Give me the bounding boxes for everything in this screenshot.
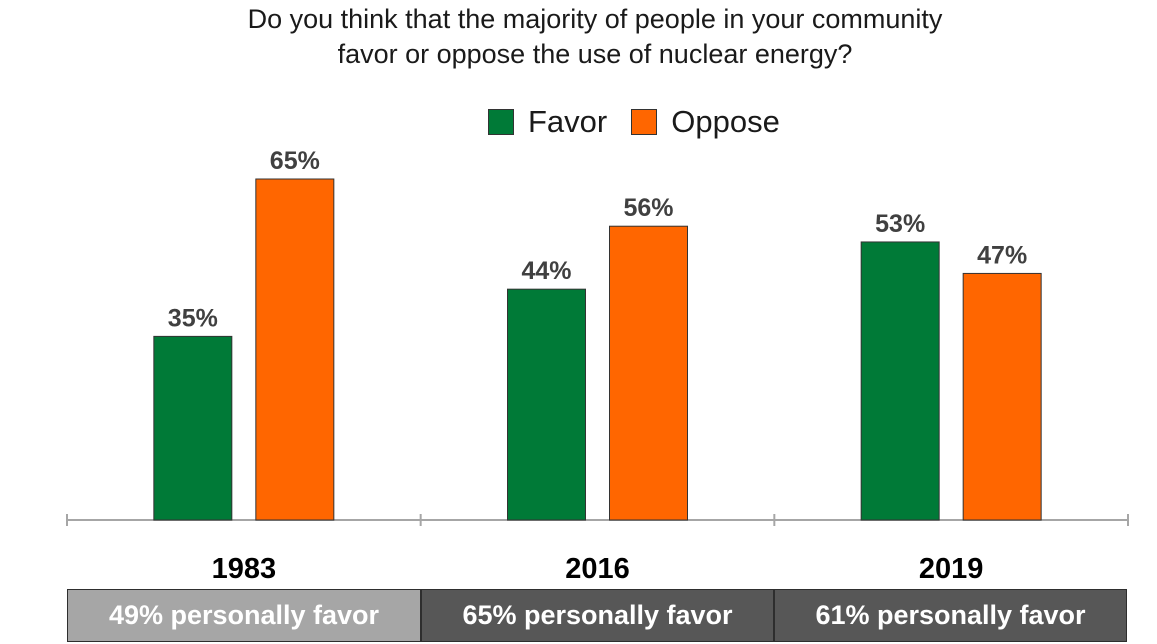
x-tick-label-2019: 2019	[919, 553, 984, 585]
footer-cell-2016: 65% personally favor	[421, 589, 774, 642]
legend-swatch-favor	[488, 109, 514, 135]
data-label-oppose-1983: 65%	[270, 147, 320, 175]
legend-item-favor: Favor	[488, 104, 607, 140]
bar-chart: 35% 65% 1983 44% 56% 2016 53% 47% 2019	[66, 147, 1129, 585]
data-label-oppose-2019: 47%	[977, 241, 1027, 269]
legend-swatch-oppose	[631, 109, 658, 135]
bar-oppose-2019	[962, 272, 1042, 521]
legend: Favor Oppose	[488, 104, 804, 140]
personally-favor-footer: 49% personally favor 65% personally favo…	[67, 589, 1127, 642]
x-tick-label-2016: 2016	[565, 553, 630, 585]
chart-title-line-2: favor or oppose the use of nuclear energ…	[337, 39, 853, 69]
data-label-favor-2019: 53%	[875, 210, 925, 238]
bar-oppose-1983	[255, 178, 335, 521]
x-tick-label-1983: 1983	[212, 553, 277, 585]
data-label-oppose-2016: 56%	[623, 194, 673, 222]
bar-oppose-2016	[609, 225, 688, 521]
bar-favor-1983	[153, 335, 233, 521]
legend-label-oppose: Oppose	[671, 104, 780, 139]
data-label-favor-1983: 35%	[168, 304, 218, 332]
legend-label-favor: Favor	[528, 104, 608, 139]
legend-item-oppose: Oppose	[631, 104, 780, 140]
chart-title-line-1: Do you think that the majority of people…	[247, 4, 943, 34]
footer-cell-1983: 49% personally favor	[67, 589, 421, 642]
footer-cell-2019: 61% personally favor	[774, 589, 1127, 642]
bar-favor-2016	[507, 288, 586, 521]
bar-favor-2019	[860, 241, 940, 521]
chart-title: Do you think that the majority of people…	[0, 2, 1157, 72]
data-label-favor-2016: 44%	[521, 257, 571, 285]
